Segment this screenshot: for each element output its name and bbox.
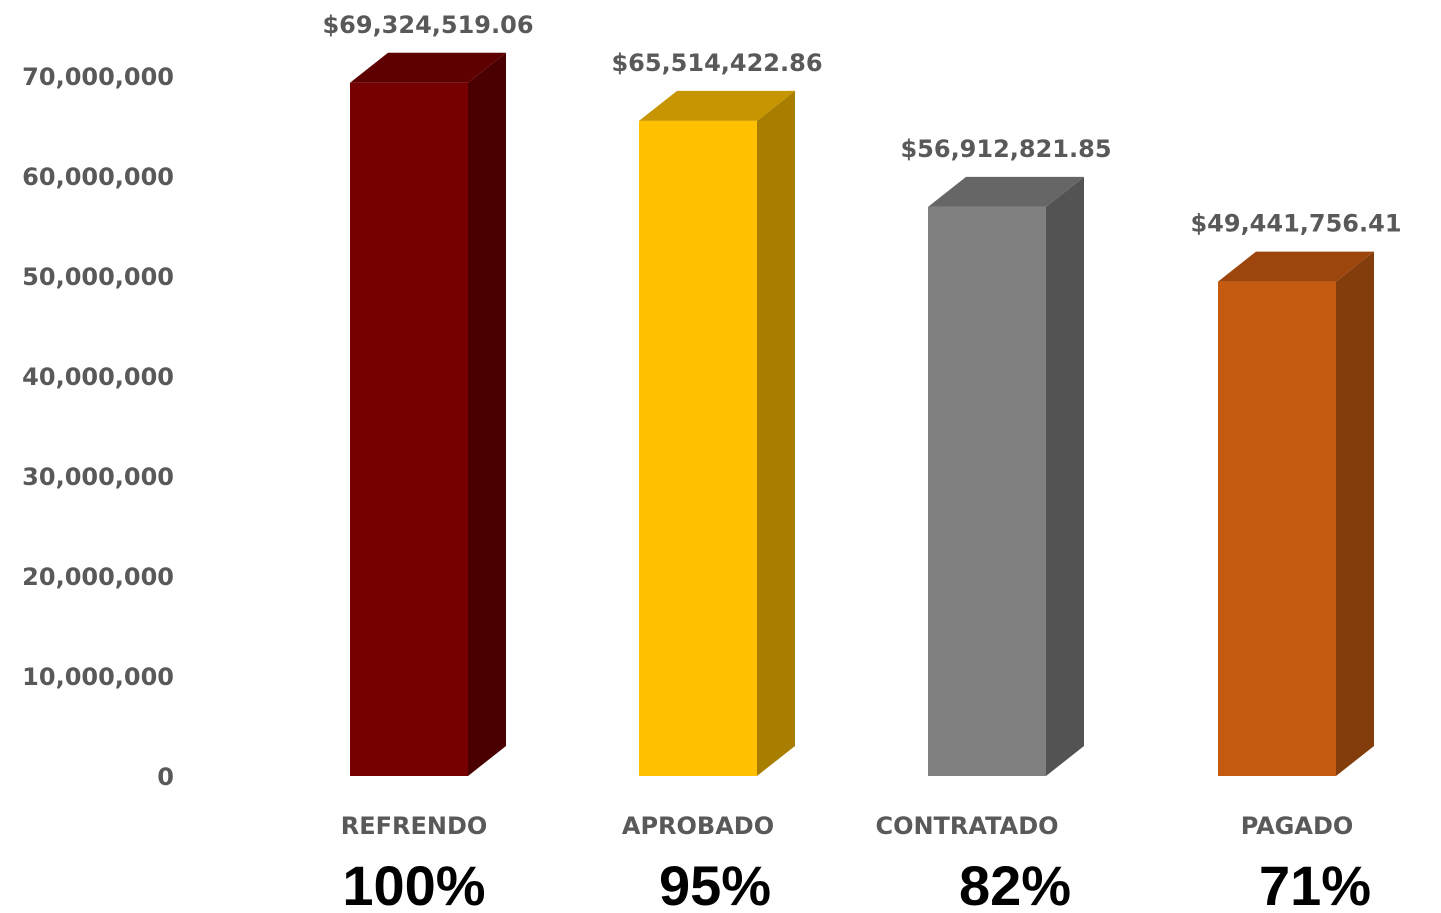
bar-side (757, 90, 795, 776)
y-tick-label: 50,000,000 (22, 263, 174, 291)
percent-label: 82% (959, 854, 1071, 913)
bar-front (639, 120, 757, 776)
percent-label: 95% (659, 854, 771, 913)
bar-top (1218, 251, 1374, 282)
y-tick-label: 10,000,000 (22, 663, 174, 691)
data-label: $69,324,519.06 (322, 11, 533, 39)
y-tick-label: 40,000,000 (22, 363, 174, 391)
y-tick-label: 20,000,000 (22, 563, 174, 591)
bar-side (1046, 176, 1084, 777)
bar-top (350, 52, 506, 83)
y-tick-label: 70,000,000 (22, 63, 174, 91)
bar-front (1218, 281, 1336, 776)
data-label: $65,514,422.86 (611, 49, 822, 77)
percent-label: 71% (1259, 854, 1371, 913)
bar-side (468, 52, 506, 776)
y-axis: 0 10,000,000 20,000,000 30,000,000 40,000,00… (22, 63, 174, 791)
percent-labels: 100% 95% 82% 71% (342, 854, 1371, 913)
x-tick-label: REFRENDO (341, 812, 488, 840)
bar-refrendo (350, 52, 506, 776)
bars (350, 52, 1374, 777)
data-labels: $69,324,519.06 $65,514,422.86 $56,912,821.… (322, 11, 1401, 238)
bar-pagado (1218, 251, 1374, 776)
y-tick-label: 0 (157, 763, 174, 791)
x-axis: REFRENDO APROBADO CONTRATADO PAGADO (341, 812, 1354, 840)
x-tick-label: PAGADO (1241, 812, 1354, 840)
bar-front (350, 82, 468, 776)
bar-contratado (928, 176, 1084, 777)
x-tick-label: CONTRATADO (875, 812, 1058, 840)
y-tick-label: 30,000,000 (22, 463, 174, 491)
bar-top (928, 176, 1084, 207)
data-label: $56,912,821.85 (900, 135, 1111, 163)
bar-top (639, 90, 795, 121)
bar-side (1336, 251, 1374, 776)
data-label: $49,441,756.41 (1190, 210, 1401, 238)
bar-aprobado (639, 90, 795, 776)
x-tick-label: APROBADO (622, 812, 774, 840)
percent-label: 100% (342, 854, 485, 913)
bar-front (928, 206, 1046, 777)
y-tick-label: 60,000,000 (22, 163, 174, 191)
